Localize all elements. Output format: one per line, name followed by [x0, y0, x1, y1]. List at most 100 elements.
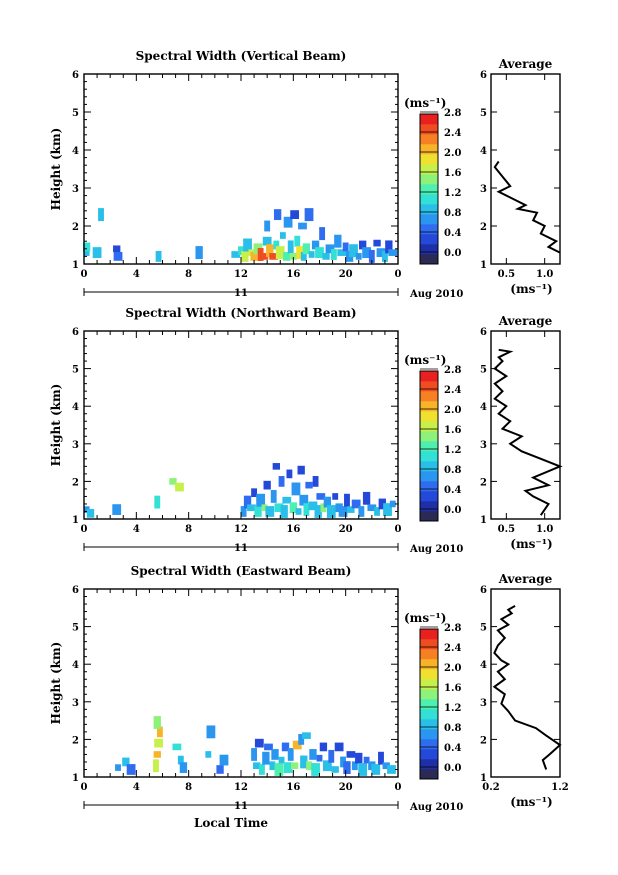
data-cell — [338, 506, 348, 517]
colorbar-tick-label: 1.6 — [444, 168, 461, 179]
data-cell — [113, 245, 121, 253]
x-tick-label: 4 — [133, 269, 140, 280]
data-cell — [115, 764, 121, 771]
data-cell — [219, 754, 229, 766]
colorbar-segment — [420, 391, 438, 402]
colorbar-tick-label: 0.8 — [444, 723, 461, 734]
day-label: 11 — [234, 543, 248, 554]
y-tick-label: 4 — [72, 660, 79, 671]
data-cell — [153, 751, 161, 758]
data-cell — [291, 482, 301, 496]
colorbar-segment — [420, 381, 438, 392]
data-cell — [300, 755, 308, 769]
avg-y-tick-label: 3 — [480, 184, 487, 195]
average-title: Average — [498, 572, 553, 586]
data-cell — [83, 506, 90, 513]
colorbar-segment — [420, 649, 438, 660]
avg-y-tick-label: 3 — [480, 440, 487, 451]
y-tick-label: 4 — [72, 402, 79, 413]
data-cell — [359, 240, 367, 250]
x-tick-label: 8 — [185, 782, 192, 793]
colorbar-segment — [420, 204, 438, 215]
data-cell — [231, 251, 241, 258]
data-cell — [290, 210, 300, 219]
data-cell — [374, 507, 380, 516]
data-cell — [155, 250, 162, 262]
colorbar-unit: (ms⁻¹) — [404, 611, 446, 625]
heatmap-title: Spectral Width (Northward Beam) — [125, 306, 356, 320]
avg-y-tick-label: 3 — [480, 698, 487, 709]
x-tick-label: 0 — [395, 269, 402, 280]
colorbar-segment — [420, 461, 438, 472]
data-cell — [368, 249, 375, 263]
data-cell — [156, 726, 163, 738]
colorbar-tick-label: 1.6 — [444, 683, 461, 694]
data-cell — [283, 762, 293, 773]
data-cell — [371, 764, 381, 775]
data-cell — [153, 759, 159, 773]
data-cell — [243, 495, 252, 509]
data-cell — [332, 493, 339, 500]
day-label: 11 — [234, 801, 248, 812]
data-cell — [177, 755, 184, 765]
data-cell — [251, 748, 258, 761]
data-cell — [264, 743, 273, 751]
data-cell — [308, 501, 318, 511]
data-cell — [250, 252, 258, 261]
data-cell — [382, 762, 390, 770]
data-cell — [272, 463, 280, 470]
avg-y-tick-label: 2 — [480, 477, 487, 488]
avg-x-tick-label: 0.2 — [482, 782, 499, 793]
avg-x-tick-label: 0.5 — [498, 524, 515, 535]
y-tick-label: 1 — [72, 515, 79, 526]
data-cell — [256, 493, 266, 507]
y-tick-label: 5 — [72, 108, 79, 119]
data-cell — [378, 498, 386, 510]
data-cell — [362, 247, 371, 259]
colorbar-segment — [420, 174, 438, 185]
data-cell — [286, 469, 293, 479]
heatmap-frame — [83, 73, 399, 265]
heatmap-title: Spectral Width (Vertical Beam) — [136, 49, 347, 63]
avg-y-tick-label: 1 — [480, 515, 487, 526]
data-cell — [274, 503, 284, 513]
data-cell — [304, 208, 314, 222]
data-cell — [154, 738, 163, 748]
colorbar-segment — [420, 224, 438, 235]
data-cell — [387, 765, 396, 774]
colorbar-segment — [420, 164, 438, 175]
avg-x-axis-label: (ms⁻¹) — [510, 537, 552, 551]
colorbar-segment — [420, 441, 438, 452]
data-cell — [337, 249, 347, 256]
data-cell — [266, 244, 274, 258]
data-cell — [362, 491, 371, 505]
panel-row-3: Spectral Width (Eastward Beam)0 4 8 12 16 20 0… — [49, 564, 569, 830]
y-tick-label: 3 — [72, 440, 79, 451]
x-tick-label: 0 — [81, 782, 88, 793]
data-cell — [283, 252, 291, 261]
x-tick-label: 8 — [185, 524, 192, 535]
colorbar-tick-label: 2.8 — [444, 365, 461, 376]
colorbar-tick-label: 1.2 — [444, 445, 461, 456]
data-cell — [346, 751, 356, 758]
data-cell — [328, 749, 335, 763]
colorbar-segment — [420, 124, 438, 135]
y-tick-label: 6 — [72, 585, 79, 596]
colorbar-segment — [420, 411, 438, 422]
colorbar-tick-label: 2.0 — [444, 405, 461, 416]
colorbar-segment — [420, 511, 438, 522]
data-cell — [112, 504, 122, 515]
colorbar-segment — [420, 471, 438, 482]
data-cell — [271, 749, 279, 760]
colorbar-frame — [419, 113, 439, 265]
data-cell — [169, 478, 177, 485]
data-cell — [376, 248, 386, 257]
panels-layer: Spectral Width (Vertical Beam)0 4 8 12 16 20 0… — [49, 49, 569, 830]
y-tick-label: 5 — [72, 365, 79, 376]
colorbar-segment — [420, 214, 438, 225]
data-cell — [298, 734, 305, 745]
colorbar-frame — [419, 370, 439, 522]
colorbar-segment — [420, 234, 438, 245]
data-cell — [330, 249, 337, 260]
data-cell — [280, 505, 288, 518]
